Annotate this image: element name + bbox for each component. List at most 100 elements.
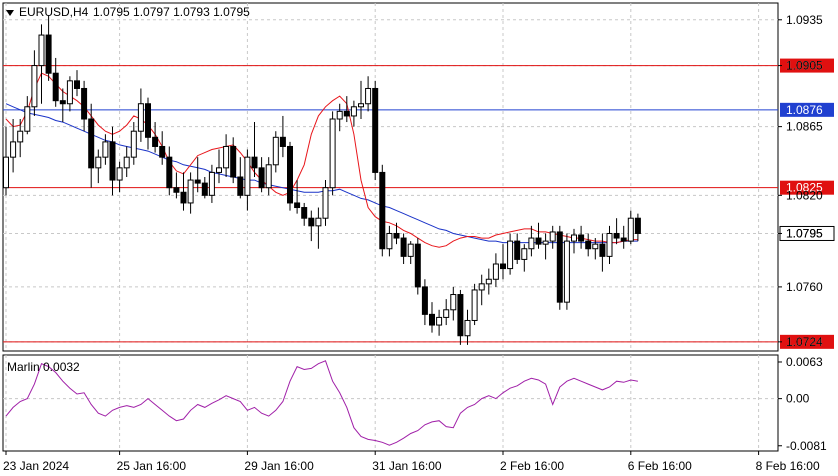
bull-candle [102, 141, 109, 158]
bull-candle [627, 217, 634, 242]
price-level-label: 1.0724 [786, 335, 823, 349]
bear-candle [613, 232, 620, 239]
bear-candle [166, 156, 173, 189]
bull-candle [3, 156, 9, 189]
bear-candle [343, 110, 350, 117]
bear-candle [294, 202, 301, 209]
bear-candle [578, 234, 585, 242]
bear-candle [556, 231, 563, 303]
bear-candle [237, 176, 244, 196]
grid-layer [3, 3, 778, 451]
bear-candle [180, 191, 187, 204]
bull-candle [365, 87, 372, 105]
bull-candle [471, 289, 478, 321]
oscillator-layer: 0.0063 0.00 -0.0081 [3, 355, 827, 453]
bull-candle [450, 294, 457, 311]
bull-candle [265, 164, 272, 189]
bull-candle [478, 283, 485, 291]
x-tick-label: 29 Jan 16:00 [244, 459, 314, 473]
bear-candle [109, 141, 116, 181]
x-tick-label: 8 Feb 16:00 [756, 459, 820, 473]
bear-candle [74, 80, 80, 89]
bear-candle [287, 145, 293, 204]
bear-candle [379, 171, 386, 250]
bear-candle [59, 100, 66, 105]
bull-candle [66, 80, 73, 105]
y-tick-label: 1.0935 [786, 13, 823, 27]
bull-candle [386, 232, 393, 250]
bull-candle [116, 167, 123, 181]
bull-candle [38, 34, 45, 67]
bull-candle [592, 243, 599, 250]
bull-candle [492, 263, 499, 280]
bull-candle [507, 240, 514, 270]
bull-candle [464, 319, 471, 337]
bull-candle [17, 130, 24, 143]
bull-candle [244, 156, 251, 196]
osc-tick-label: -0.0081 [786, 439, 827, 453]
bull-candle [407, 243, 414, 257]
bear-candle [258, 167, 265, 189]
bear-candle [620, 237, 627, 242]
bear-candle [414, 243, 421, 288]
bull-candle [528, 237, 535, 250]
fast-ma-line [5, 72, 638, 248]
bear-candle [230, 145, 237, 178]
x-tick-label: 23 Jan 2024 [3, 459, 69, 473]
price-level-tag [780, 180, 834, 195]
bull-candle [31, 65, 38, 108]
osc-tick-label: 0.00 [786, 392, 810, 406]
bear-candle [301, 207, 308, 219]
bull-candle [187, 179, 194, 204]
price-level-tag [780, 102, 834, 117]
bear-candle [279, 136, 286, 147]
bull-candle [208, 171, 215, 196]
bear-candle [514, 240, 521, 260]
x-tick-label: 31 Jan 16:00 [372, 459, 442, 473]
bear-candle [152, 136, 159, 147]
bear-candle [52, 72, 59, 102]
price-level-label: 1.0825 [786, 181, 823, 195]
bear-candle [457, 294, 464, 337]
bear-candle [145, 103, 151, 138]
dropdown-triangle-icon[interactable] [6, 10, 14, 16]
bull-candle [563, 240, 570, 303]
bull-candle [315, 217, 322, 227]
bear-candle [585, 240, 592, 250]
bear-candle [81, 87, 88, 120]
y-tick-label: 1.0905 [786, 59, 823, 73]
bull-candle [95, 156, 102, 169]
bear-candle [308, 217, 315, 227]
indicator-plot-frame [2, 354, 779, 452]
bull-candle [521, 248, 528, 260]
bull-candle [10, 141, 17, 158]
bull-candle [350, 106, 357, 117]
y-tick-label: 1.0795 [786, 226, 823, 240]
bear-candle [194, 179, 201, 184]
bear-candle [372, 87, 379, 173]
oscillator-line [5, 360, 638, 446]
bear-candle [159, 145, 166, 158]
candles-layer [3, 15, 641, 345]
y-tick-label: 1.0760 [786, 280, 823, 294]
bull-candle [606, 232, 613, 257]
price-level-label: 1.0905 [786, 59, 823, 73]
bull-candle [436, 316, 443, 326]
y-tick-label: 1.0820 [786, 188, 823, 202]
bull-candle [272, 136, 279, 166]
y-tick-label: 1.0865 [786, 120, 823, 134]
x-tick-label: 6 Feb 16:00 [628, 459, 692, 473]
bull-candle [571, 234, 577, 242]
bull-candle [137, 103, 144, 132]
bull-candle [329, 118, 336, 189]
indicator-label: Marlin 0.0032 [7, 360, 80, 374]
bull-candle [223, 145, 230, 169]
levels-layer: 1.0905 1.0876 1.0825 1.0724 1.0795 [3, 58, 835, 349]
bull-candle [549, 231, 556, 242]
price-level-tag [780, 334, 834, 349]
slow-ma-line [5, 103, 638, 244]
bear-candle [88, 118, 95, 169]
price-level-label: 1.0876 [786, 103, 823, 117]
bull-candle [336, 110, 343, 120]
